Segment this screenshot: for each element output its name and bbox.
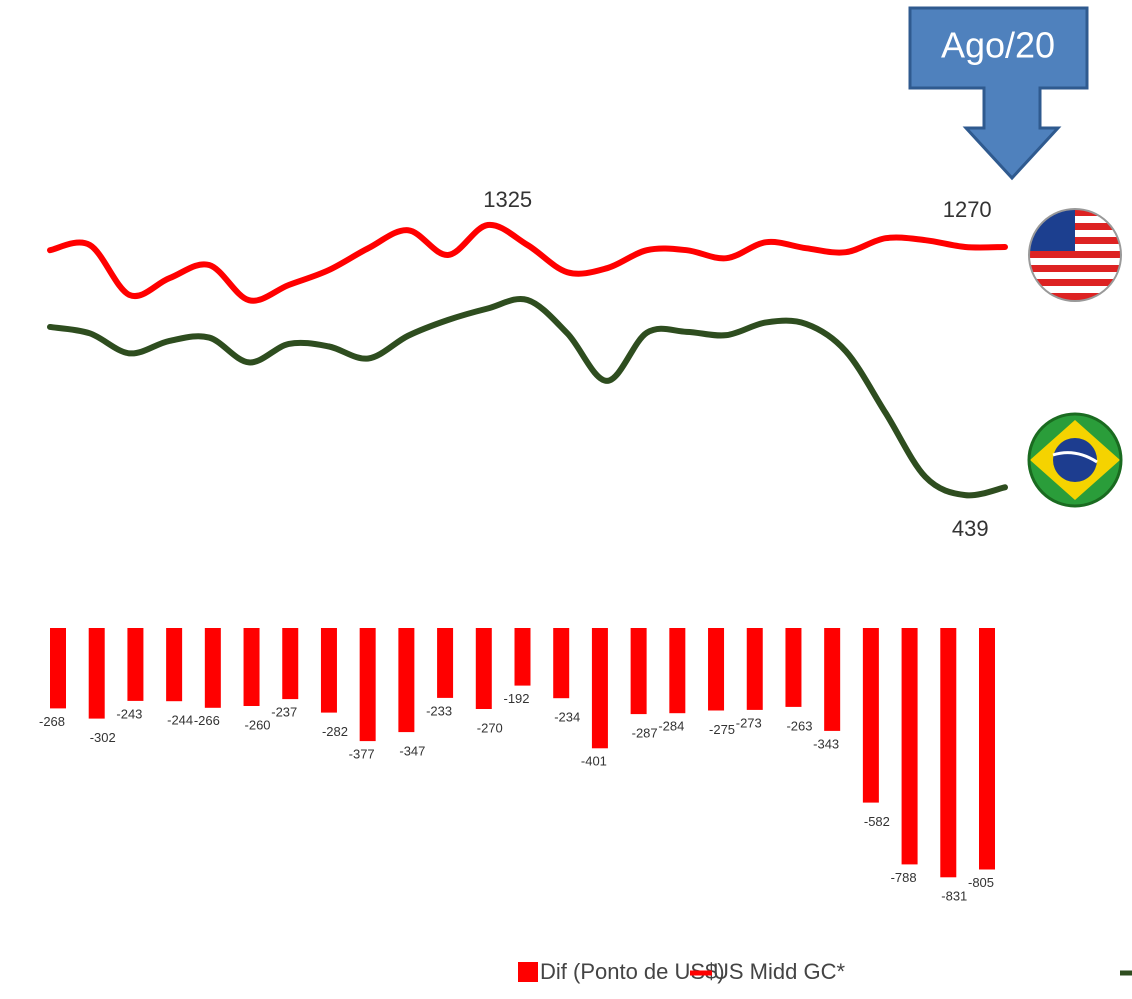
line-series — [47, 221, 1008, 304]
data-label: -270 — [477, 720, 503, 735]
data-label: -284 — [658, 719, 684, 734]
bar — [398, 628, 415, 733]
us-flag-rim — [1028, 208, 1122, 302]
brazil-flag — [1029, 414, 1121, 506]
data-label: -260 — [245, 717, 271, 732]
bar — [282, 628, 299, 700]
bar — [553, 628, 570, 699]
bar — [901, 628, 918, 865]
data-label: -377 — [349, 747, 375, 762]
bar — [940, 628, 957, 878]
point-label: 1270 — [943, 197, 992, 222]
bar — [475, 628, 492, 709]
bar — [669, 628, 686, 714]
bar — [708, 628, 725, 711]
bar — [166, 628, 183, 702]
data-label: -266 — [194, 713, 220, 728]
bar — [979, 628, 995, 870]
bar — [746, 628, 763, 710]
data-label: -273 — [736, 715, 762, 730]
bar — [862, 628, 879, 803]
bar — [359, 628, 376, 742]
data-label: -192 — [503, 691, 529, 706]
data-label: -788 — [891, 870, 917, 885]
data-label: -233 — [426, 703, 452, 718]
data-label: -282 — [322, 724, 348, 739]
legend-label: US Midd GC* — [713, 959, 845, 984]
callout-label: Ago/20 — [941, 25, 1055, 66]
data-label: -287 — [632, 726, 658, 741]
legend-swatch — [518, 962, 538, 982]
data-label: -243 — [116, 706, 142, 721]
bar — [50, 628, 66, 709]
bar — [824, 628, 841, 731]
bar — [320, 628, 337, 713]
data-label: -244 — [167, 713, 193, 728]
bar — [630, 628, 647, 715]
us-flag — [1029, 209, 1121, 301]
bar — [437, 628, 454, 698]
data-label: -343 — [813, 736, 839, 751]
bar — [127, 628, 144, 701]
brazil-flag-rim — [1027, 412, 1123, 508]
point-label: 1325 — [483, 187, 532, 212]
bar — [88, 628, 105, 719]
callout: Ago/20 — [908, 6, 1089, 181]
point-label: 439 — [952, 516, 989, 541]
data-label: -268 — [39, 714, 65, 729]
data-label: -582 — [864, 814, 890, 829]
line-series — [47, 296, 1008, 499]
data-label: -237 — [271, 705, 297, 720]
bar — [785, 628, 802, 707]
data-label: -401 — [581, 754, 607, 769]
data-label: -302 — [90, 730, 116, 745]
data-label: -347 — [399, 744, 425, 759]
data-label: -234 — [554, 710, 580, 725]
bar — [243, 628, 260, 706]
bar — [204, 628, 221, 708]
data-label: -275 — [709, 722, 735, 737]
bar — [514, 628, 531, 686]
legend: Dif (Ponto de US$)US Midd GC* — [518, 959, 1132, 984]
data-label: -831 — [941, 889, 967, 904]
data-label: -805 — [968, 875, 994, 890]
bar — [591, 628, 608, 749]
data-label: -263 — [786, 718, 812, 733]
